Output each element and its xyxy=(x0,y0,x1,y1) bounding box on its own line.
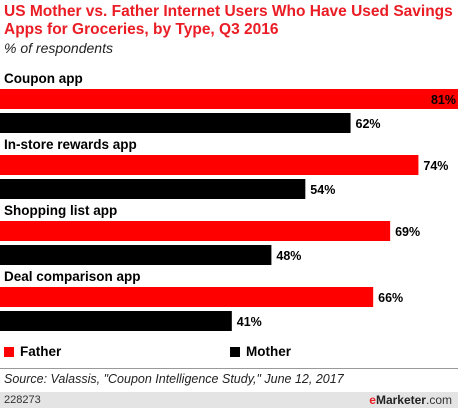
bar-mother xyxy=(0,311,232,331)
bar-father xyxy=(0,89,458,109)
legend-mother-swatch xyxy=(230,346,240,357)
footer-bar: 228273 eMarketer.com xyxy=(0,392,458,408)
category-label: In-store rewards app xyxy=(4,137,137,152)
bar-father xyxy=(0,221,391,241)
data-label: 66% xyxy=(378,291,403,305)
bar-chart: Coupon app 81% 62% In-store rewards app 74% 5… xyxy=(0,71,458,331)
data-label: 48% xyxy=(276,249,301,263)
bar-father xyxy=(0,155,419,175)
legend-father: Father xyxy=(4,344,61,359)
source-divider xyxy=(0,368,458,369)
legend-father-label: Father xyxy=(20,344,62,359)
bar-mother xyxy=(0,179,306,199)
data-label: 41% xyxy=(237,315,262,329)
data-label: 74% xyxy=(423,159,448,173)
legend-mother: Mother xyxy=(230,344,291,359)
data-label: 69% xyxy=(395,225,420,239)
legend-father-swatch xyxy=(4,346,14,357)
bar-mother xyxy=(0,113,351,133)
data-label: 81% xyxy=(431,93,456,107)
source-note: Source: Valassis, "Coupon Intelligence S… xyxy=(4,372,344,386)
data-label: 54% xyxy=(310,183,335,197)
data-label: 62% xyxy=(356,117,381,131)
category-label: Shopping list app xyxy=(4,203,117,218)
bar-father xyxy=(0,287,374,307)
category-label: Coupon app xyxy=(4,71,83,86)
chart-id: 228273 xyxy=(4,394,41,406)
chart-subtitle: % of respondents xyxy=(4,40,113,56)
emarketer-logo: eMarketer.com xyxy=(369,393,452,407)
chart-title: US Mother vs. Father Internet Users Who … xyxy=(4,3,453,38)
legend-mother-label: Mother xyxy=(246,344,291,359)
category-label: Deal comparison app xyxy=(4,269,141,284)
bar-mother xyxy=(0,245,272,265)
